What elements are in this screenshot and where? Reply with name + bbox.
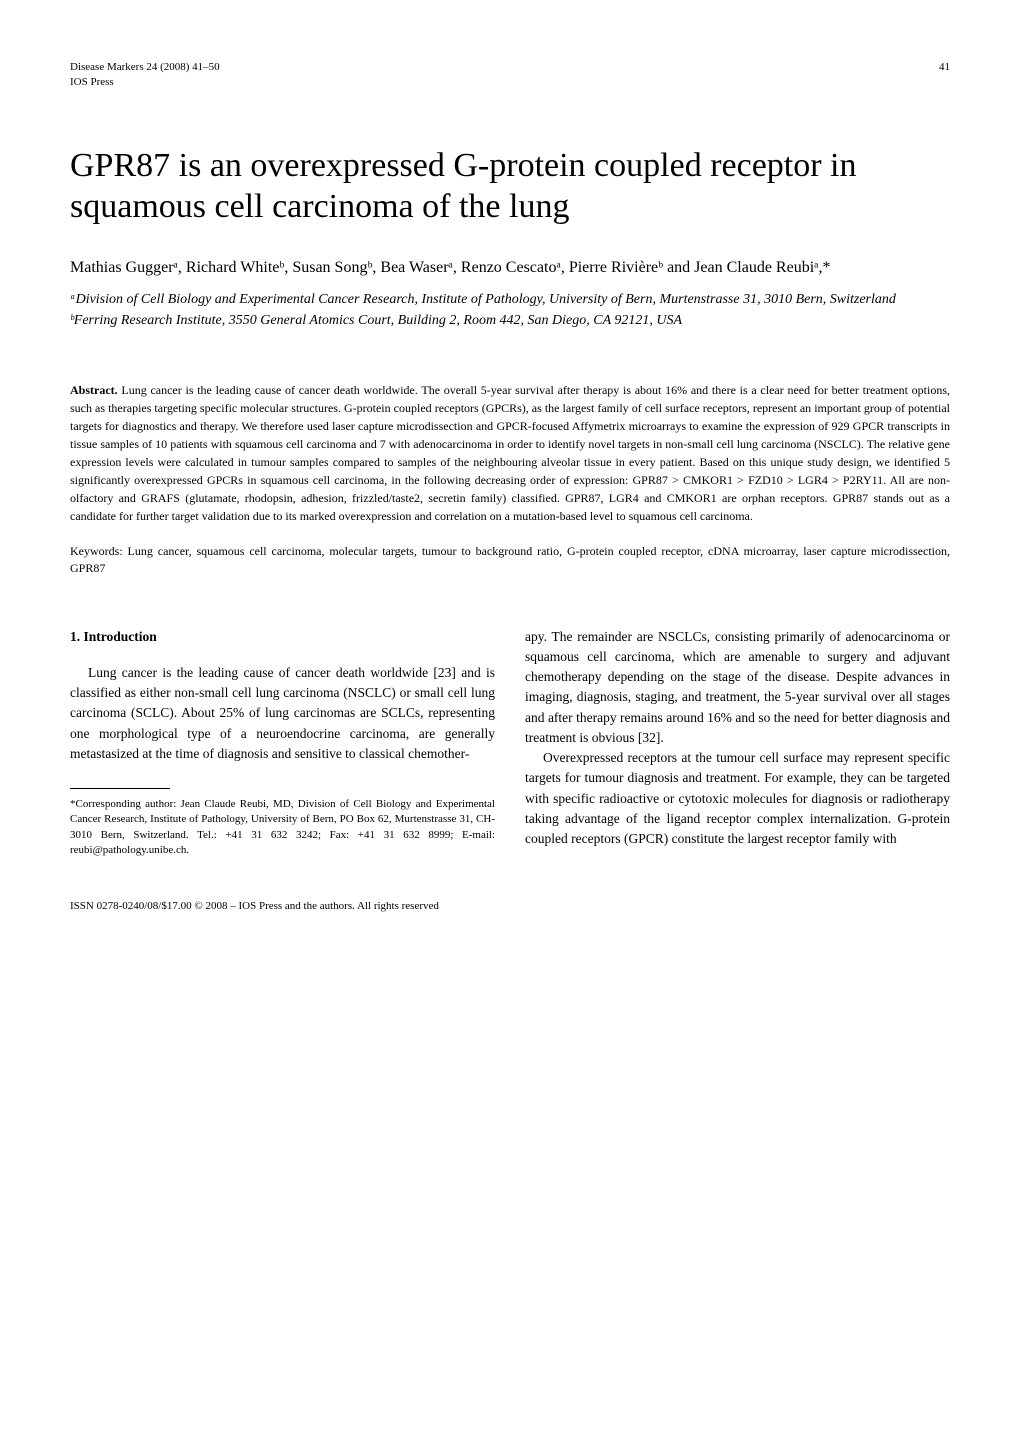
keywords-text: Lung cancer, squamous cell carcinoma, mo… (70, 544, 950, 575)
publisher: IOS Press (70, 75, 950, 90)
intro-paragraph-1-cont: apy. The remainder are NSCLCs, consistin… (525, 627, 950, 749)
issn-footer: ISSN 0278-0240/08/$17.00 © 2008 – IOS Pr… (70, 899, 950, 914)
journal-header: Disease Markers 24 (2008) 41–50 IOS Pres… (70, 60, 950, 91)
body-columns: 1. Introduction Lung cancer is the leadi… (70, 627, 950, 859)
corresponding-author-footnote: *Corresponding author: Jean Claude Reubi… (70, 797, 495, 859)
authors-line: Mathias Guggerᵃ, Richard Whiteᵇ, Susan S… (70, 257, 950, 279)
abstract-label: Abstract. (70, 383, 118, 397)
journal-citation: Disease Markers 24 (2008) 41–50 (70, 60, 950, 75)
abstract-text: Lung cancer is the leading cause of canc… (70, 383, 950, 523)
intro-paragraph-2: Overexpressed receptors at the tumour ce… (525, 748, 950, 849)
paper-title: GPR87 is an overexpressed G-protein coup… (70, 146, 950, 228)
footnote-rule (70, 788, 170, 789)
page-number: 41 (939, 60, 950, 75)
keywords: Keywords: Lung cancer, squamous cell car… (70, 543, 950, 577)
abstract: Abstract. Lung cancer is the leading cau… (70, 381, 950, 525)
intro-paragraph-1: Lung cancer is the leading cause of canc… (70, 663, 495, 764)
left-column: 1. Introduction Lung cancer is the leadi… (70, 627, 495, 859)
section-heading: 1. Introduction (70, 627, 495, 647)
keywords-label: Keywords: (70, 544, 123, 558)
affiliation-b: ᵇFerring Research Institute, 3550 Genera… (70, 311, 950, 331)
affiliation-a: ᵃDivision of Cell Biology and Experiment… (70, 290, 950, 310)
right-column: apy. The remainder are NSCLCs, consistin… (525, 627, 950, 859)
